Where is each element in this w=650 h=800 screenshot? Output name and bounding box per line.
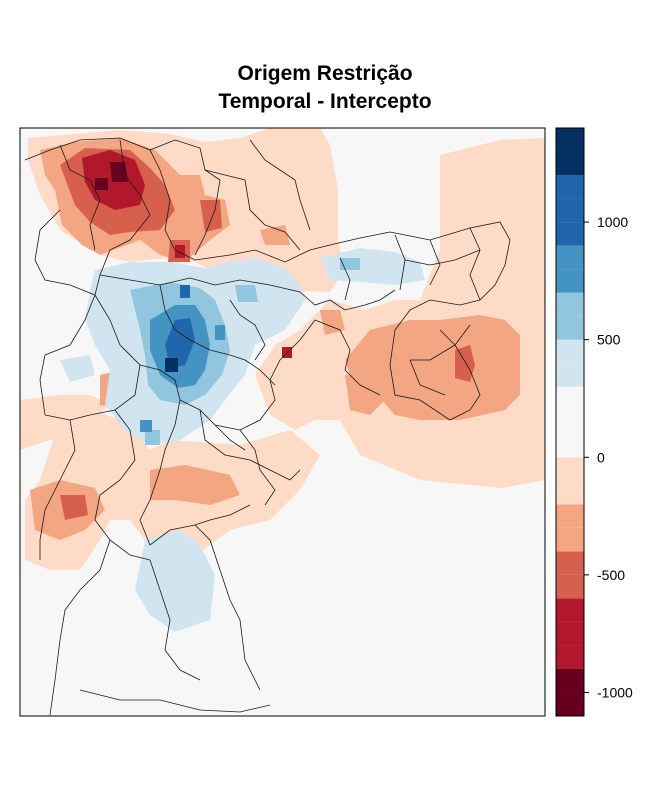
legend-tick-label: -1000 [597,684,633,700]
legend-color-band [556,128,584,152]
legend-color-band [556,339,584,364]
legend-color-band [556,151,584,176]
map-panel [19,127,546,717]
legend-color-band [556,527,584,552]
legend-frame [555,127,585,717]
legend-tick-label: -500 [597,567,625,583]
map-title-line1: Origem Restrição [237,62,413,85]
legend-color-band [556,692,584,716]
legend-color-band [556,175,584,199]
municipality-boundaries [24,137,511,716]
map-title-line2: Temporal - Intercepto [218,90,432,113]
legend-color-band [556,269,584,293]
legend-color-band [556,480,584,505]
legend-color-band [556,551,584,575]
legend-color-band [556,433,584,458]
legend-tick-label: 1000 [597,214,628,230]
legend-color-band [556,668,584,693]
raster-band-dark-blue [165,285,195,368]
legend-color-band [556,292,584,317]
legend-color-band [556,574,584,599]
map-frame [19,127,546,717]
legend-color-band [556,598,584,622]
legend-color-band [556,222,584,246]
legend-color-band [556,504,584,528]
legend-color-band [556,410,584,434]
legend-color-band [556,198,584,223]
legend-color-band [556,245,584,270]
legend-tick-label: 0 [597,449,605,465]
raster-cells [20,128,545,716]
legend-color-band [556,316,584,340]
legend-color-band [556,457,584,481]
legend-tick-label: 500 [597,332,621,348]
color-legend: 1000 500 0 -500 -1000 [555,127,633,717]
raster-band-darkest-blue [165,358,178,372]
legend-color-band [556,621,584,646]
legend-color-band [556,386,584,411]
legend-color-band [556,645,584,669]
legend-color-band [556,363,584,387]
